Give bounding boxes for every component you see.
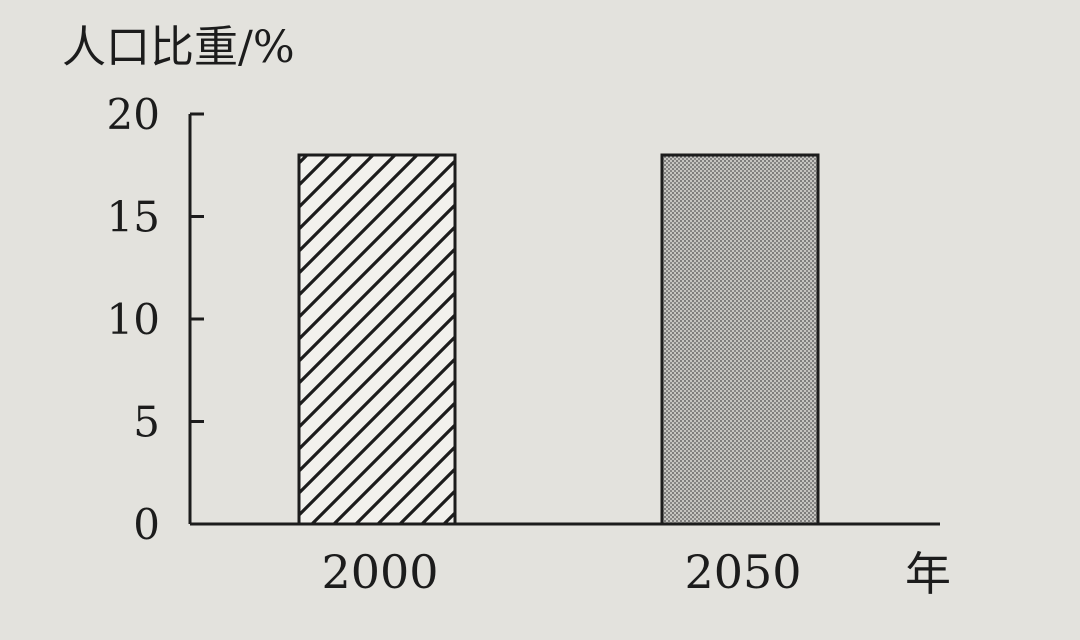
y-tick-label: 5 <box>133 398 160 447</box>
y-tick-label: 20 <box>107 90 160 139</box>
bars <box>297 153 820 526</box>
y-tick-label: 15 <box>107 193 160 242</box>
bar-2000 <box>297 153 457 526</box>
x-category-label: 2050 <box>684 545 801 599</box>
y-axis-ticks: 0 5 10 15 20 <box>107 90 204 549</box>
y-tick-label: 10 <box>107 295 160 344</box>
x-axis-title: 年 <box>905 547 951 601</box>
x-axis-labels: 2000 2050 <box>321 545 801 599</box>
bar-2050 <box>660 153 820 526</box>
y-tick-label: 0 <box>133 500 160 549</box>
x-category-label: 2000 <box>321 545 438 599</box>
y-axis-title: 人口比重/% <box>62 22 295 73</box>
